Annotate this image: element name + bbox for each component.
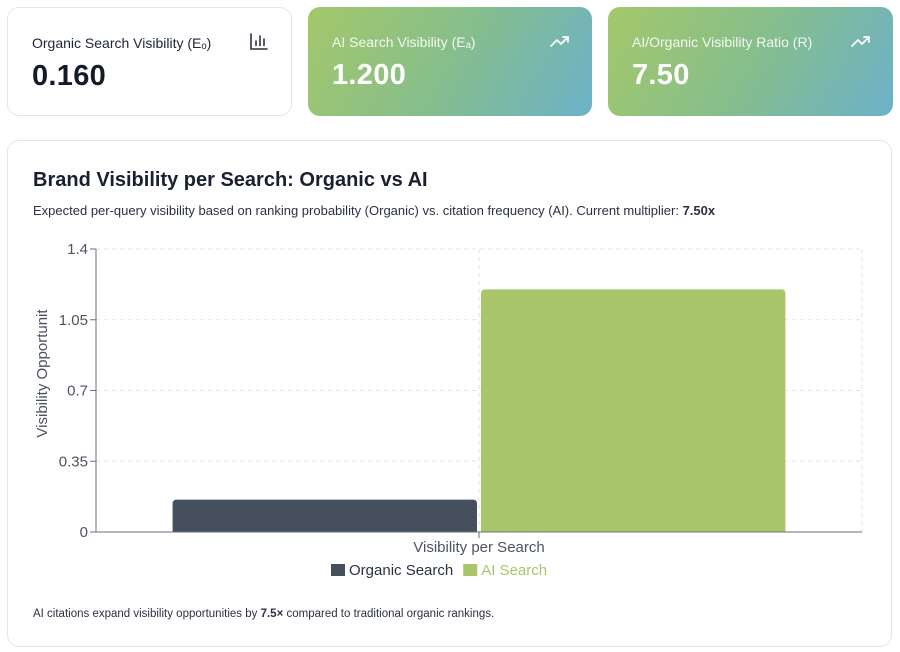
chart-title: Brand Visibility per Search: Organic vs … [33, 169, 428, 191]
ai-visibility-card: AI Search Visibility (Eₐ) 1.200 [308, 7, 592, 116]
organic-visibility-card: Organic Search Visibility (Eₒ) 0.160 [7, 7, 292, 116]
visibility-chart-card: Brand Visibility per Search: Organic vs … [7, 140, 892, 647]
y-tick-label: 1.05 [59, 312, 88, 329]
chart-subtitle-text: Expected per-query visibility based on r… [33, 203, 683, 218]
chart-subtitle-multiplier: 7.50x [682, 203, 716, 218]
legend-label: Organic Search [349, 562, 453, 579]
y-tick-label: 0.35 [59, 453, 88, 470]
y-axis-title: Visibility Opportunit [34, 309, 51, 438]
stat-label: Organic Search Visibility (Eₒ) [32, 35, 212, 51]
trending-up-icon [851, 36, 870, 47]
stat-value: 0.160 [32, 60, 107, 92]
trending-up-icon [550, 36, 569, 47]
y-tick-label: 0.7 [67, 383, 88, 400]
visibility-ratio-card: AI/Organic Visibility Ratio (R) 7.50 [608, 7, 893, 116]
footnote-text: AI citations expand visibility opportuni… [33, 608, 261, 620]
chart-footnote: AI citations expand visibility opportuni… [33, 608, 494, 620]
stat-label: AI/Organic Visibility Ratio (R) [632, 34, 813, 50]
footnote-text-end: compared to traditional organic rankings… [283, 608, 495, 620]
bar-chart: 0 0.35 0.7 1.05 1.4 Visibility per Search Visi… [34, 241, 863, 579]
stat-value: 1.200 [332, 59, 407, 91]
stat-label: AI Search Visibility (Eₐ) [332, 34, 476, 50]
chart-subtitle: Expected per-query visibility based on r… [33, 203, 715, 218]
stat-value: 7.50 [632, 59, 690, 91]
bar-ai-search [481, 289, 786, 532]
footnote-multiplier: 7.5× [260, 608, 284, 620]
bar-organic-search [172, 499, 477, 532]
stat-cards: Organic Search Visibility (Eₒ) 0.160 AI … [7, 7, 893, 116]
legend-label: AI Search [481, 562, 547, 579]
y-tick-label: 1.4 [67, 241, 88, 258]
y-tick-label: 0 [80, 524, 88, 541]
legend-swatch [463, 564, 478, 576]
legend-swatch [331, 564, 345, 576]
bar-chart-icon [250, 33, 268, 50]
x-tick-label: Visibility per Search [413, 539, 544, 556]
